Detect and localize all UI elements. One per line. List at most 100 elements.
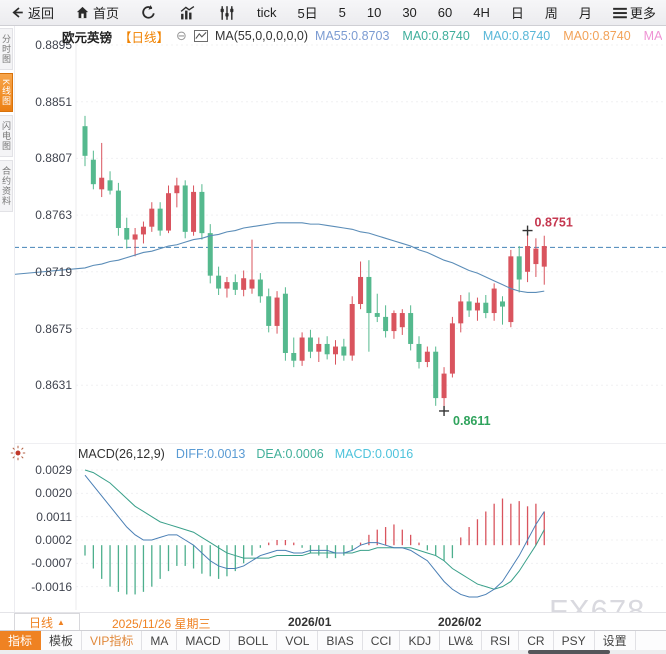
candle-body: [82, 126, 88, 156]
candle-body: [132, 234, 138, 240]
period-tag: 【日线】: [119, 30, 170, 45]
bottom-tab-indicators[interactable]: 指标: [0, 631, 42, 650]
candle-body: [249, 279, 255, 289]
bottom-tab-vol[interactable]: VOL: [277, 631, 319, 650]
toolbar-item-refresh[interactable]: [140, 4, 157, 21]
candle-body: [408, 313, 414, 344]
candle-body: [316, 343, 322, 352]
scrollbar-thumb[interactable]: [528, 650, 610, 654]
macd-value: MACD:0.0016: [334, 446, 414, 461]
toolbar-item-label: 周: [544, 6, 558, 21]
ma55-line: [13, 222, 545, 293]
bottom-tab-rsi[interactable]: RSI: [482, 631, 520, 650]
toolbar-item-label: 5日: [297, 6, 318, 21]
price-axis-tick: 0.8675: [35, 321, 72, 336]
bottom-tab-macd[interactable]: MACD: [177, 631, 230, 650]
toolbar-item-label: 10: [366, 5, 382, 20]
candle-body: [333, 346, 338, 355]
candle-body: [191, 191, 197, 232]
chart-bars-icon: [178, 5, 197, 21]
refresh-icon: [140, 4, 157, 21]
candle-body: [232, 282, 238, 290]
candle-body: [207, 233, 213, 276]
left-rail-divider: [14, 26, 15, 630]
toolbar-item-chart-style[interactable]: [178, 5, 197, 21]
bottom-tab-boll[interactable]: BOLL: [230, 631, 278, 650]
bottom-tab-templates[interactable]: 模板: [41, 631, 83, 650]
left-tab-lightning[interactable]: 闪电图: [0, 115, 13, 158]
candle-body: [166, 193, 171, 231]
toolbar-item-label: 日: [510, 6, 524, 21]
dea-line: [84, 469, 545, 590]
bottom-tab-settings[interactable]: 设置: [595, 631, 636, 650]
toolbar-item-month[interactable]: 月: [579, 3, 592, 22]
candle-body: [424, 351, 430, 363]
bottom-tab-kdj[interactable]: KDJ: [400, 631, 441, 650]
toolbar-item-4h[interactable]: 4H: [473, 5, 490, 20]
toolbar-item-label: 30: [402, 5, 417, 20]
toolbar-item-60min[interactable]: 60: [438, 5, 452, 20]
ma-setting: MA(55,0,0,0,0,0): [214, 29, 309, 43]
toolbar-item-label: 4H: [473, 5, 490, 20]
candle-body: [525, 246, 531, 272]
toolbar-item-indicator-settings[interactable]: [218, 5, 236, 21]
horizontal-scrollbar[interactable]: [0, 650, 666, 654]
price-axis-tick: 0.8851: [35, 94, 72, 109]
candle-body: [508, 256, 514, 323]
toolbar-item-10min[interactable]: 10: [367, 5, 381, 20]
toolbar-item-30min[interactable]: 30: [402, 5, 416, 20]
toolbar-item-back[interactable]: 返回: [10, 3, 54, 22]
candle-body: [341, 346, 347, 356]
toolbar-item-label: 5: [338, 5, 346, 20]
bottom-tab-cr[interactable]: CR: [519, 631, 554, 650]
brightness-icon[interactable]: [10, 445, 26, 466]
collapse-icon[interactable]: ⊖: [176, 28, 187, 43]
macd-axis-tick: -0.0007: [31, 556, 72, 571]
period-selector[interactable]: 日线 ▲: [14, 613, 80, 631]
bottom-tab-vip-indicators[interactable]: VIP指标: [82, 631, 143, 650]
macd-axis-tick: -0.0016: [31, 579, 72, 594]
macd-values: DIFF:0.0013 DEA:0.0006 MACD:0.0016: [176, 447, 413, 461]
toolbar-item-day[interactable]: 日: [511, 3, 524, 22]
ma-value: MA0:0.8740: [563, 29, 631, 43]
macd-axis-tick: 0.0002: [35, 533, 72, 547]
sliders-icon: [218, 5, 236, 21]
candle-body: [483, 302, 489, 314]
candle-body: [358, 276, 364, 305]
period-selector-label: 日线: [29, 615, 54, 630]
candle-body: [441, 373, 447, 399]
toolbar-item-more[interactable]: 更多: [612, 3, 656, 22]
toolbar-item-5d[interactable]: 5日: [297, 3, 317, 22]
left-tab-contract-info[interactable]: 合约资料: [0, 160, 13, 213]
back-icon: [10, 5, 25, 20]
ma-values: MA55:0.8703 MA0:0.8740 MA0:0.8740 MA0:0.874…: [315, 29, 662, 43]
crosshair-date: 2025/11/26 星期三: [112, 617, 211, 631]
candle-body: [516, 256, 522, 280]
left-tab-kline[interactable]: K线图: [0, 73, 13, 113]
x-axis-label-jan: 2026/01: [288, 615, 332, 629]
bottom-tab-bias[interactable]: BIAS: [318, 631, 363, 650]
macd-axis-tick: 0.0029: [35, 463, 72, 477]
high-price-label: 0.8751: [535, 216, 573, 230]
candle-body: [399, 313, 405, 328]
bottom-tab-psy[interactable]: PSY: [554, 631, 595, 650]
left-tab-intraday[interactable]: 分时图: [0, 28, 13, 70]
toolbar-item-tick[interactable]: tick: [257, 5, 277, 20]
toolbar-item-label: tick: [256, 5, 277, 20]
toolbar-item-5min[interactable]: 5: [339, 5, 346, 20]
candle-body: [324, 343, 330, 355]
indicator-tab-bar: 指标 模板 VIP指标 MA MACD BOLL VOL BIAS CCI KDJ LW& RSI CR…: [0, 630, 666, 650]
line-chart-icon: [194, 30, 208, 42]
toolbar-item-week[interactable]: 周: [545, 3, 558, 22]
bottom-tab-lwr[interactable]: LW&: [440, 631, 483, 650]
macd-value: DIFF:0.0013: [175, 446, 246, 461]
top-toolbar: 返回 首页 tick 5日 5 10 30 60 4H 日 周 月 更多: [0, 0, 666, 26]
candle-body: [199, 191, 205, 234]
chevron-up-icon: ▲: [57, 617, 65, 627]
macd-axis-tick: 0.0020: [35, 486, 72, 501]
toolbar-item-home[interactable]: 首页: [75, 3, 119, 22]
bottom-tab-ma[interactable]: MA: [142, 631, 178, 650]
bottom-tab-cci[interactable]: CCI: [363, 631, 401, 650]
